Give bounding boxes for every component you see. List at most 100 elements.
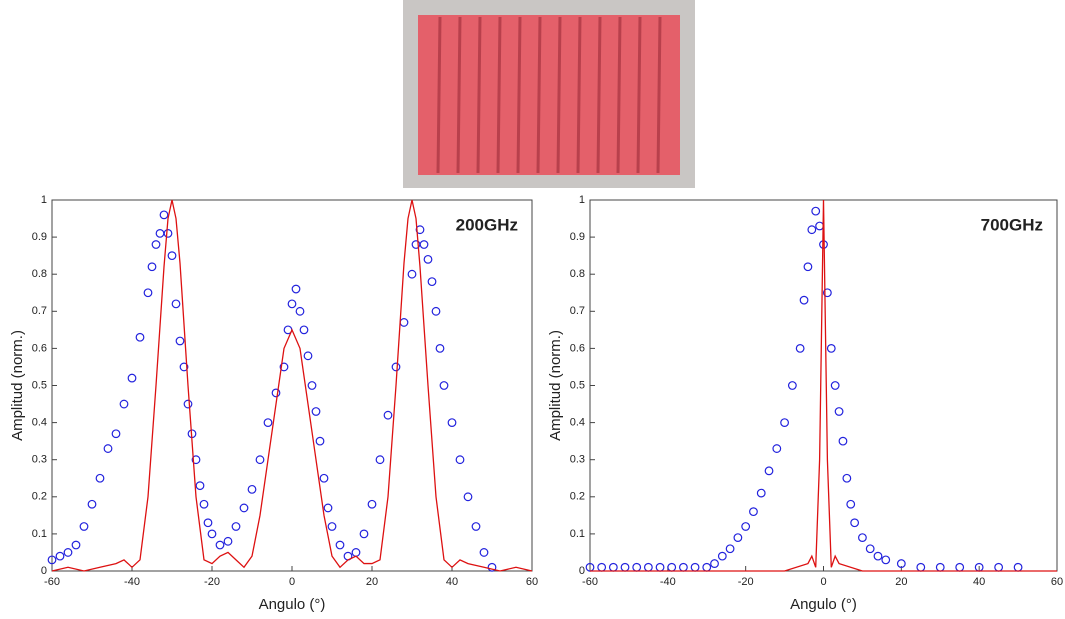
point [163,228,173,238]
sample [418,15,680,175]
point [749,507,758,517]
sample-photo [403,0,695,188]
point [391,362,401,372]
point [119,399,129,409]
y-tick-label: 0 [579,565,585,577]
point [279,362,289,372]
point [55,551,65,561]
point [179,362,189,372]
point [103,444,113,453]
y-tick-label: 0.5 [570,379,585,391]
y-tick-label: 0.6 [570,342,585,354]
x-tick-label: -20 [204,576,220,588]
point [725,544,735,554]
point [463,492,473,502]
point [127,373,137,383]
line [51,199,533,572]
y-tick-label: 0.1 [570,528,585,540]
point [303,351,313,361]
point [183,399,193,409]
point [359,529,369,539]
point [896,559,906,568]
point [47,555,57,565]
point [287,299,297,309]
point [79,522,89,531]
point [207,529,217,539]
point [795,344,805,353]
point [838,436,848,446]
x-tick-label: -40 [124,576,140,588]
point [71,540,81,550]
point [199,499,209,509]
y-tick-label: 1 [579,194,585,206]
point [717,551,727,561]
point [87,499,97,509]
point [850,518,860,528]
y-tick-label: 0.3 [32,454,47,466]
x-tick-label: -40 [660,576,676,588]
point [375,455,385,465]
point [167,251,177,261]
point [247,484,257,494]
point [772,444,782,453]
y-axis-label: Amplitud (norm.) [547,330,564,441]
x-tick-label: 20 [895,576,907,588]
point [239,503,249,513]
point [95,473,105,483]
annotation: 700GHz [981,215,1043,234]
point [231,522,241,531]
y-tick-label: 0.2 [32,491,47,503]
y-tick-label: 0.6 [32,342,47,354]
point [147,262,157,272]
point [63,548,73,557]
point [439,381,449,390]
y-tick-label: 0.5 [32,379,47,391]
point [741,522,751,531]
point [455,455,465,465]
x-tick-label: -60 [44,576,60,588]
y-tick-label: 0.7 [32,305,47,317]
point [447,418,457,428]
point [255,455,265,465]
y-axis-label: Amplitud (norm.) [9,330,26,441]
point [803,262,813,272]
y-tick-label: 0.4 [570,417,585,429]
point [295,306,305,316]
x-tick-label: 40 [973,576,985,588]
plot-area [51,199,533,572]
point [419,240,429,249]
point [733,533,743,543]
point [135,332,145,342]
point [787,381,797,390]
point [873,551,883,561]
x-tick-label: 60 [526,576,538,588]
point [764,466,774,476]
y-tick-label: 0.8 [32,268,47,280]
point [307,381,317,390]
point [215,540,225,550]
point [191,455,201,465]
point [291,284,301,294]
point [811,206,821,216]
point [826,344,836,353]
point [311,407,321,416]
point [807,225,817,235]
y-tick-label: 0.2 [570,491,585,503]
y-tick-label: 0.3 [570,454,585,466]
point [175,336,185,346]
point [479,548,489,557]
point [881,555,891,565]
point [263,418,273,428]
point [271,388,281,398]
annotation: 200GHz [456,215,518,234]
point [834,407,844,416]
point [431,306,441,316]
y-tick-label: 1 [41,194,47,206]
x-tick-label: 60 [1051,576,1063,588]
point [195,481,205,491]
x-tick-label: 0 [820,576,826,588]
point [756,488,766,498]
x-tick-label: -20 [738,576,754,588]
point [367,499,377,509]
